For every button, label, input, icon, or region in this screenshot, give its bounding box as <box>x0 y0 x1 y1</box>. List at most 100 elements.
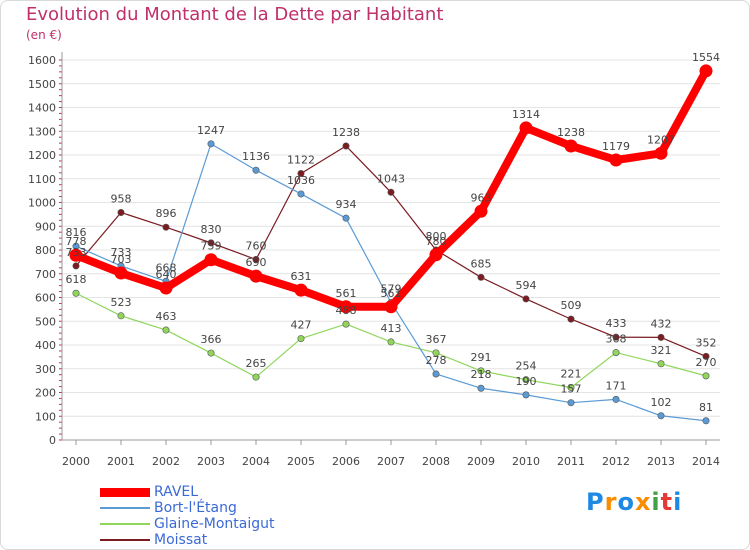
data-point <box>702 372 710 380</box>
data-label: 594 <box>516 279 537 292</box>
data-point <box>654 146 668 160</box>
x-tick-label: 2007 <box>377 455 405 468</box>
data-label: 1207 <box>647 133 675 146</box>
data-label: 561 <box>336 287 357 300</box>
data-point <box>162 223 170 231</box>
data-label: 190 <box>516 375 537 388</box>
data-point <box>612 333 620 341</box>
logo-letter: P <box>586 488 605 516</box>
x-tick-label: 2006 <box>332 455 360 468</box>
data-point <box>522 376 530 384</box>
x-tick-label: 2010 <box>512 455 540 468</box>
data-point <box>342 214 350 222</box>
data-point <box>474 204 488 218</box>
x-tick-label: 2000 <box>62 455 90 468</box>
data-point <box>207 140 215 148</box>
data-label: 778 <box>66 235 87 248</box>
data-label: 368 <box>606 333 627 346</box>
data-point <box>339 300 353 314</box>
data-point <box>519 121 533 135</box>
data-point <box>294 283 308 297</box>
data-label: 1314 <box>512 108 540 121</box>
data-label: 579 <box>381 282 402 295</box>
data-label: 265 <box>246 357 267 370</box>
y-tick-label: 700 <box>35 268 56 281</box>
data-point <box>612 395 620 403</box>
data-label: 367 <box>426 333 447 346</box>
data-label: 816 <box>66 226 87 239</box>
data-label: 963 <box>471 191 492 204</box>
logo-letter: i <box>651 488 661 516</box>
data-point <box>522 391 530 399</box>
data-point <box>114 266 128 280</box>
data-label: 1179 <box>602 140 630 153</box>
data-point <box>612 349 620 357</box>
data-label: 685 <box>471 257 492 270</box>
data-point <box>387 338 395 346</box>
data-label: 1554 <box>692 51 720 64</box>
y-tick-label: 1600 <box>28 54 56 67</box>
data-point <box>699 64 713 78</box>
data-point <box>657 360 665 368</box>
data-label: 291 <box>471 351 492 364</box>
logo-letter: x <box>634 488 652 516</box>
x-tick-label: 2014 <box>692 455 720 468</box>
logo-letter: i <box>673 488 683 516</box>
data-label: 640 <box>156 268 177 281</box>
data-point <box>252 255 260 263</box>
y-tick-label: 1300 <box>28 125 56 138</box>
data-label: 631 <box>291 270 312 283</box>
data-label: 221 <box>561 368 582 381</box>
data-point <box>162 326 170 334</box>
legend-swatch <box>100 523 150 525</box>
data-point <box>249 269 263 283</box>
data-label: 760 <box>246 240 267 253</box>
data-label: 1238 <box>557 126 585 139</box>
data-label: 800 <box>426 230 447 243</box>
data-label: 1136 <box>242 150 270 163</box>
data-label: 433 <box>606 317 627 330</box>
y-tick-label: 600 <box>35 292 56 305</box>
data-point <box>567 384 575 392</box>
data-label: 1036 <box>287 174 315 187</box>
data-point <box>117 312 125 320</box>
x-tick-label: 2013 <box>647 455 675 468</box>
data-point <box>384 300 398 314</box>
data-point <box>387 188 395 196</box>
data-label: 171 <box>606 379 627 392</box>
data-label: 618 <box>66 273 87 286</box>
data-label: 1122 <box>287 154 315 167</box>
legend-label: Bort-l'Étang <box>154 500 237 516</box>
data-label: 321 <box>651 344 672 357</box>
data-point <box>72 262 80 270</box>
data-point <box>567 315 575 323</box>
data-label: 733 <box>66 246 87 259</box>
data-label: 759 <box>201 240 222 253</box>
data-label: 157 <box>561 383 582 396</box>
data-label: 81 <box>699 401 713 414</box>
x-tick-label: 2012 <box>602 455 630 468</box>
y-tick-label: 0 <box>49 434 56 447</box>
data-point <box>522 295 530 303</box>
data-point <box>342 142 350 150</box>
data-label: 413 <box>381 322 402 335</box>
data-label: 561 <box>381 287 402 300</box>
data-point <box>477 367 485 375</box>
data-label: 278 <box>426 354 447 367</box>
data-label: 366 <box>201 333 222 346</box>
chart-title: Evolution du Montant de la Dette par Hab… <box>26 4 444 25</box>
data-point <box>252 373 260 381</box>
y-tick-label: 1100 <box>28 173 56 186</box>
data-point <box>117 208 125 216</box>
data-point <box>297 335 305 343</box>
data-label: 463 <box>156 310 177 323</box>
data-label: 934 <box>336 198 357 211</box>
data-point <box>69 248 83 262</box>
data-label: 733 <box>111 246 132 259</box>
data-label: 102 <box>651 396 672 409</box>
data-point <box>342 320 350 328</box>
chart-unit: (en €) <box>26 28 62 42</box>
data-point <box>297 190 305 198</box>
data-point <box>702 417 710 425</box>
